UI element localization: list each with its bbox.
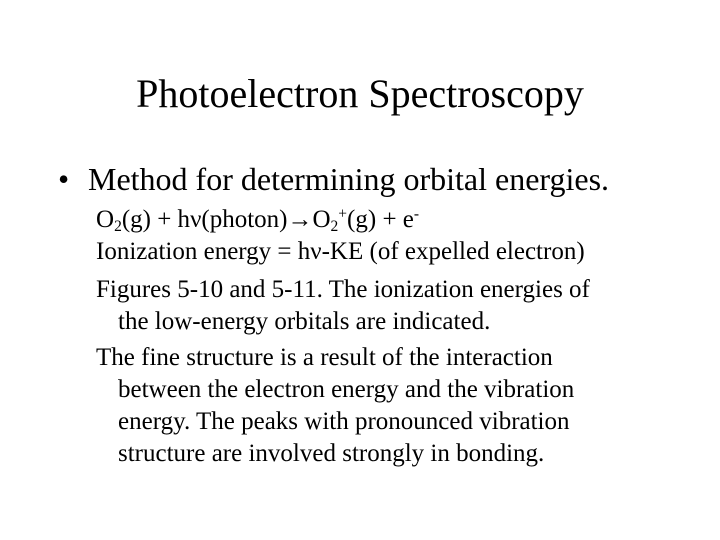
reactant-state: (g) + h (121, 206, 191, 233)
reaction-arrow: → (287, 206, 313, 233)
figures-paragraph: Figures 5-10 and 5-11. The ionization en… (96, 274, 696, 338)
equation-line: O2(g) + hν(photon)→O2+(g) + e- (96, 204, 696, 236)
bullet-text: Method for determining orbital energies. (88, 161, 610, 197)
product: O (312, 206, 331, 233)
nu-symbol: ν (310, 238, 322, 265)
fine-structure-paragraph: The fine structure is a result of the in… (96, 342, 696, 470)
product-charge: + (338, 205, 348, 223)
nu-symbol: ν (190, 206, 202, 233)
fine-structure-line-1: The fine structure is a result of the in… (96, 344, 553, 371)
figures-line-2: the low-energy orbitals are indicated. (118, 308, 491, 335)
main-bullet: • Method for determining orbital energies… (58, 160, 609, 198)
electron-charge: - (413, 205, 420, 223)
fine-structure-line-2: between the electron energy and the vibr… (118, 376, 575, 403)
bullet-marker: • (58, 161, 70, 197)
ionization-prefix: Ionization energy = h (96, 238, 311, 265)
product-subscript: 2 (330, 217, 339, 235)
fine-structure-line-3: energy. The peaks with pronounced vibrat… (118, 408, 570, 435)
product-state: (g) + e (347, 206, 414, 233)
reactant: O (96, 206, 115, 233)
slide-title: Photoelectron Spectroscopy (136, 71, 584, 116)
ionization-line: Ionization energy = hν-KE (of expelled e… (96, 236, 696, 268)
ionization-suffix: -KE (of expelled electron) (321, 238, 585, 265)
figures-line-1: Figures 5-10 and 5-11. The ionization en… (96, 276, 590, 303)
fine-structure-line-4: structure are involved strongly in bondi… (118, 440, 545, 467)
photon-label: (photon) (201, 206, 288, 233)
reactant-subscript: 2 (114, 217, 122, 235)
